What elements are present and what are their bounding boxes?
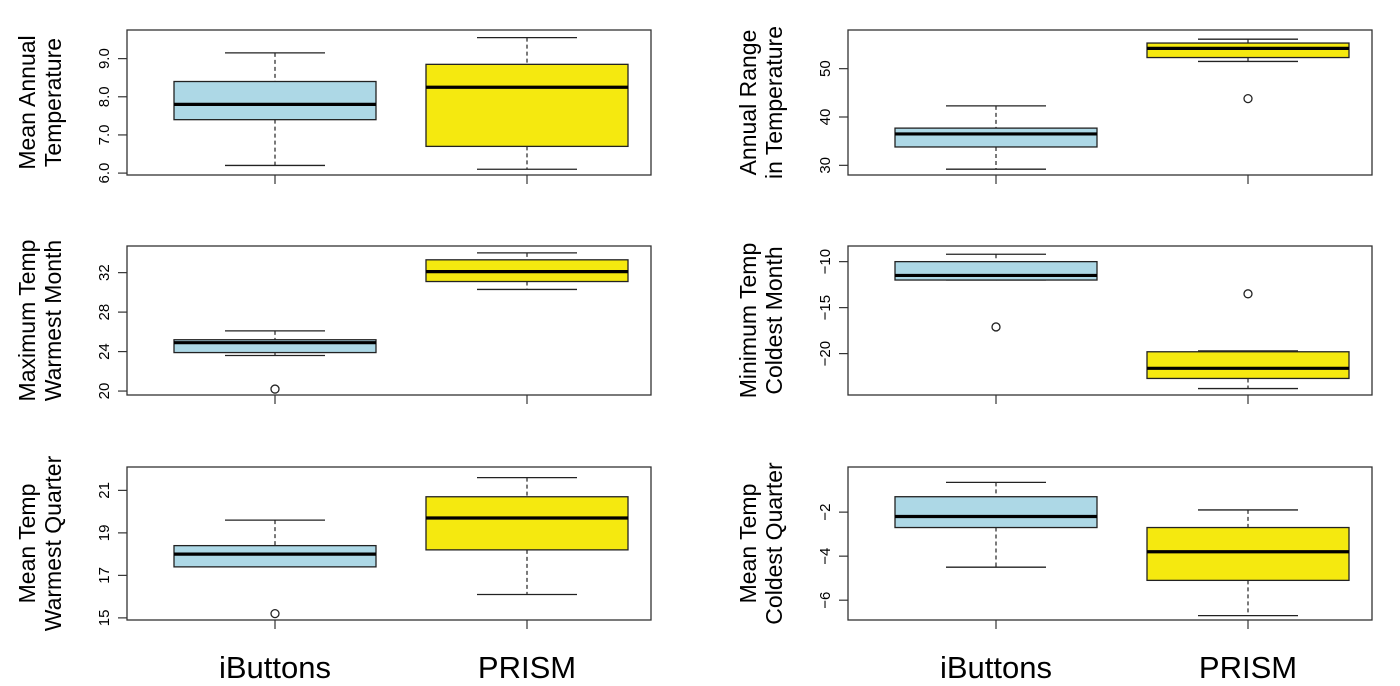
y-tick-label: −4 xyxy=(817,548,834,565)
y-axis-label-line-1: Mean Temp xyxy=(735,484,761,604)
ibuttons-outlier-point xyxy=(270,384,280,394)
panel-2: 30 40 50 Annual Range in Temperature xyxy=(735,26,1373,184)
ibuttons-outlier-point xyxy=(991,322,1001,332)
y-tick-label: −15 xyxy=(817,295,834,320)
ibuttons-box xyxy=(173,544,377,568)
y-tick-label: −10 xyxy=(817,249,834,274)
y-axis-label-line-1: Minimum Temp xyxy=(735,243,761,399)
y-tick-label: −20 xyxy=(817,341,834,366)
y-tick-label: −2 xyxy=(817,504,834,521)
prism-box xyxy=(425,496,629,551)
y-axis-label-line-2: Warmest Quarter xyxy=(40,455,66,631)
prism-box xyxy=(1146,351,1350,380)
prism-box xyxy=(1146,42,1350,59)
prism-outlier-point xyxy=(1243,289,1253,299)
panel-1: 6.0 7.0 8.0 9.0 Mean Annual Temperature xyxy=(14,29,652,184)
plot-frame xyxy=(847,29,1373,176)
y-tick-label: 24 xyxy=(96,343,113,360)
y-axis-label-line-1: Annual Range xyxy=(735,30,761,176)
category-label-ibuttons-left: iButtons xyxy=(219,650,331,685)
y-axis-label-line-2: Coldest Quarter xyxy=(761,462,787,625)
y-tick-label: 8.0 xyxy=(96,86,113,107)
category-label-prism-right: PRISM xyxy=(1199,650,1297,685)
y-axis-label-line-1: Maximum Temp xyxy=(14,240,40,402)
ibuttons-box xyxy=(894,127,1098,148)
y-tick-label: 20 xyxy=(96,383,113,400)
plot-frame xyxy=(126,29,652,176)
panel-6: −2 −4 −6 Mean Temp Coldest Quarter xyxy=(735,462,1373,629)
y-tick-label: 17 xyxy=(96,567,113,584)
y-tick-label: 7.0 xyxy=(96,125,113,146)
panels-group: 6.0 7.0 8.0 9.0 Mean Annual Temperature 30 40 50… xyxy=(14,26,1373,631)
plot-frame xyxy=(126,245,652,396)
y-axis-label-line-1: Mean Annual xyxy=(14,35,40,169)
y-tick-label: 21 xyxy=(96,482,113,499)
ibuttons-box xyxy=(173,80,377,121)
panel-5: 15 17 19 21 Mean Temp Warmest Quarter xyxy=(14,455,652,631)
y-tick-label: 15 xyxy=(96,610,113,627)
prism-box xyxy=(425,63,629,148)
ibuttons-box xyxy=(894,496,1098,529)
y-tick-label: 30 xyxy=(817,157,834,174)
category-label-prism-left: PRISM xyxy=(478,650,576,685)
plot-frame xyxy=(847,245,1373,396)
ibuttons-outlier-point xyxy=(270,608,280,619)
y-tick-label: 32 xyxy=(96,264,113,281)
panel-3: 20 24 28 32 Maximum Temp Warmest Month xyxy=(14,240,652,404)
y-axis-label-line-2: Warmest Month xyxy=(40,240,66,401)
y-tick-label: −6 xyxy=(817,592,834,609)
prism-outlier-point xyxy=(1243,93,1253,104)
y-axis-label-line-2: in Temperature xyxy=(761,26,787,179)
plot-frame xyxy=(126,466,652,621)
y-tick-label: 40 xyxy=(817,109,834,126)
ibuttons-box xyxy=(894,260,1098,281)
y-tick-label: 50 xyxy=(817,60,834,77)
y-tick-label: 6.0 xyxy=(96,163,113,184)
plot-frame xyxy=(847,466,1373,621)
y-tick-label: 28 xyxy=(96,304,113,321)
y-axis-label-line-2: Temperature xyxy=(40,38,66,167)
y-tick-label: 9.0 xyxy=(96,48,113,69)
category-label-ibuttons-right: iButtons xyxy=(940,650,1052,685)
y-axis-label-line-2: Coldest Month xyxy=(761,246,787,394)
y-tick-label: 19 xyxy=(96,525,113,542)
prism-box xyxy=(1146,526,1350,582)
panel-4: −10 −15 −20 Minimum Temp Coldest Month xyxy=(735,243,1373,404)
y-axis-label-line-1: Mean Temp xyxy=(14,484,40,604)
